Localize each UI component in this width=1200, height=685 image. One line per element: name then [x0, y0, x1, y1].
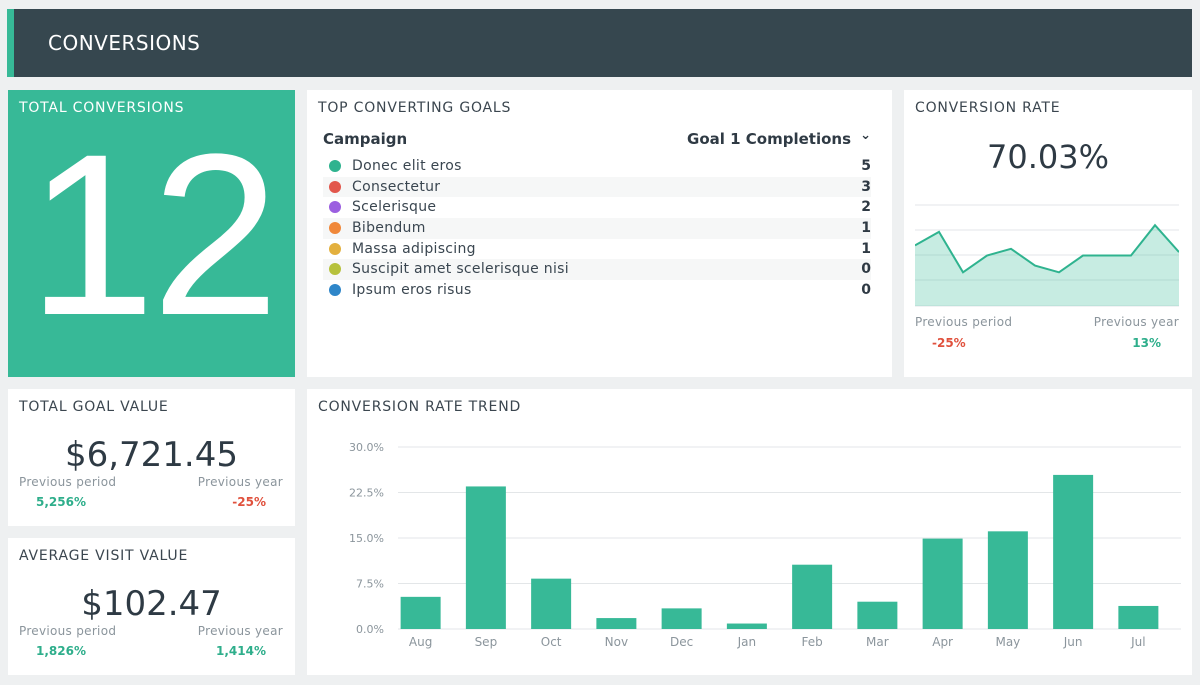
x-tick-label: May: [995, 635, 1020, 649]
previous-period-value: 5,256%: [36, 495, 86, 509]
bar-jan[interactable]: [726, 623, 767, 629]
goal-value: 0: [861, 261, 871, 278]
goal-name: Donec elit eros: [352, 158, 462, 174]
goals-table-header: Campaign Goal 1 Completions ⌄: [323, 128, 871, 152]
bar-aug[interactable]: [400, 596, 441, 629]
goal-name: Bibendum: [352, 220, 426, 237]
goal-value: 1: [861, 240, 871, 257]
x-tick-label: Jul: [1130, 635, 1145, 649]
x-tick-label: Nov: [605, 635, 628, 649]
goal-name: Consectetur: [352, 178, 441, 195]
previous-year-label: Previous year: [197, 624, 283, 638]
goal-name: Suscipit amet scelerisque nisi: [352, 261, 569, 278]
conversion-rate-title: CONVERSION RATE: [915, 100, 1061, 116]
average-visit-value-title: AVERAGE VISIT VALUE: [19, 548, 189, 564]
bar-dec[interactable]: [661, 608, 702, 629]
goal-color-dot-icon: [329, 242, 341, 255]
x-tick-label: Jan: [737, 635, 757, 649]
previous-period-label: Previous period: [19, 475, 117, 489]
goal-name: Ipsum eros risus: [352, 282, 472, 299]
y-tick-label: 7.5%: [356, 578, 384, 591]
bar-feb[interactable]: [792, 564, 833, 629]
bar-sep[interactable]: [465, 486, 506, 629]
page-title: CONVERSIONS: [48, 31, 201, 55]
previous-period-label: Previous period: [19, 624, 117, 638]
bar-mar[interactable]: [857, 601, 898, 629]
total-goal-value: $6,721.45: [64, 435, 239, 475]
bar-oct[interactable]: [531, 578, 572, 629]
goals-list: Donec elit eros 5 Consectetur 3 Scelerisque 2…: [323, 156, 871, 301]
x-tick-label: Oct: [541, 635, 562, 649]
goal-name: Scelerisque: [352, 199, 437, 216]
y-tick-label: 15.0%: [349, 532, 384, 545]
bar-may[interactable]: [987, 531, 1028, 629]
bar-nov[interactable]: [596, 618, 637, 629]
top-goals-card: TOP CONVERTING GOALS Campaign Goal 1 Com…: [307, 90, 892, 377]
bar-jul[interactable]: [1118, 605, 1159, 629]
previous-year-value: 1,414%: [216, 644, 266, 658]
total-conversions-value: 12: [27, 106, 280, 363]
page-header: CONVERSIONS: [7, 9, 1192, 77]
previous-year-label: Previous year: [1093, 315, 1179, 329]
x-tick-label: Jun: [1063, 635, 1083, 649]
y-tick-label: 0.0%: [356, 623, 384, 636]
goal-row[interactable]: Scelerisque 2: [323, 197, 871, 218]
x-tick-label: Apr: [932, 635, 953, 649]
y-tick-label: 22.5%: [349, 487, 384, 500]
goal-value: 0: [861, 282, 871, 299]
average-visit-value: $102.47: [81, 584, 222, 624]
conversion-rate-trend-chart: 0.0% 7.5% 15.0% 22.5% 30.0% Aug Sep Oct Nov Dec Ja…: [349, 441, 1181, 649]
previous-period-value: -25%: [932, 336, 966, 350]
top-goals-title: TOP CONVERTING GOALS: [318, 100, 512, 116]
total-conversions-card: TOTAL CONVERSIONS 12: [8, 90, 295, 377]
conversion-rate-trend-card: CONVERSION RATE TREND 0.0% 7.5% 15.0% 22.5%…: [307, 389, 1192, 675]
total-goal-value-title: TOTAL GOAL VALUE: [19, 399, 169, 415]
total-goal-value-card: TOTAL GOAL VALUE $6,721.45 Previous peri…: [8, 389, 295, 526]
goal-color-dot-icon: [329, 160, 341, 172]
previous-year-value: -25%: [232, 495, 266, 509]
chevron-down-icon[interactable]: ⌄: [860, 128, 871, 143]
x-tick-label: Sep: [475, 635, 498, 649]
sparkline-line: [915, 223, 1179, 274]
goal-row[interactable]: Massa adipiscing 1: [323, 239, 871, 260]
goal-color-dot-icon: [329, 284, 341, 297]
y-tick-label: 30.0%: [349, 441, 384, 454]
x-tick-label: Feb: [802, 635, 823, 649]
total-conversions-title: TOTAL CONVERSIONS: [19, 100, 185, 116]
sparkline-area: [915, 225, 1179, 306]
goal-row[interactable]: Donec elit eros 5: [323, 156, 871, 177]
conversion-rate-trend-title: CONVERSION RATE TREND: [318, 399, 522, 415]
previous-period-label: Previous period: [915, 315, 1013, 329]
previous-year-value: 13%: [1132, 336, 1161, 350]
average-visit-value-card: AVERAGE VISIT VALUE $102.47 Previous per…: [8, 538, 295, 675]
x-tick-label: Aug: [409, 635, 432, 649]
goal-row[interactable]: Ipsum eros risus 0: [323, 280, 871, 301]
metric-selector[interactable]: Goal 1 Completions: [687, 130, 851, 148]
previous-year-label: Previous year: [197, 475, 283, 489]
bar-apr[interactable]: [922, 538, 963, 629]
goal-value: 2: [861, 199, 871, 216]
conversion-rate-sparkline: [915, 204, 1179, 307]
conversion-rate-card: CONVERSION RATE 70.03% Previous period -…: [904, 90, 1192, 377]
goal-name: Massa adipiscing: [352, 240, 476, 257]
goal-color-dot-icon: [329, 222, 341, 235]
x-tick-label: Mar: [866, 635, 889, 649]
goal-value: 3: [861, 178, 871, 195]
goal-value: 1: [861, 220, 871, 237]
previous-period-value: 1,826%: [36, 644, 86, 658]
goal-row[interactable]: Bibendum 1: [323, 218, 871, 239]
bar-jun[interactable]: [1053, 474, 1094, 629]
goal-row[interactable]: Suscipit amet scelerisque nisi 0: [323, 259, 871, 281]
campaign-column-header: Campaign: [323, 130, 408, 148]
conversion-rate-value: 70.03%: [986, 138, 1109, 176]
goal-color-dot-icon: [329, 201, 341, 214]
x-tick-label: Dec: [670, 635, 693, 649]
goal-color-dot-icon: [329, 263, 341, 276]
goal-value: 5: [861, 158, 871, 174]
goal-color-dot-icon: [329, 180, 341, 193]
goal-row[interactable]: Consectetur 3: [323, 176, 871, 198]
